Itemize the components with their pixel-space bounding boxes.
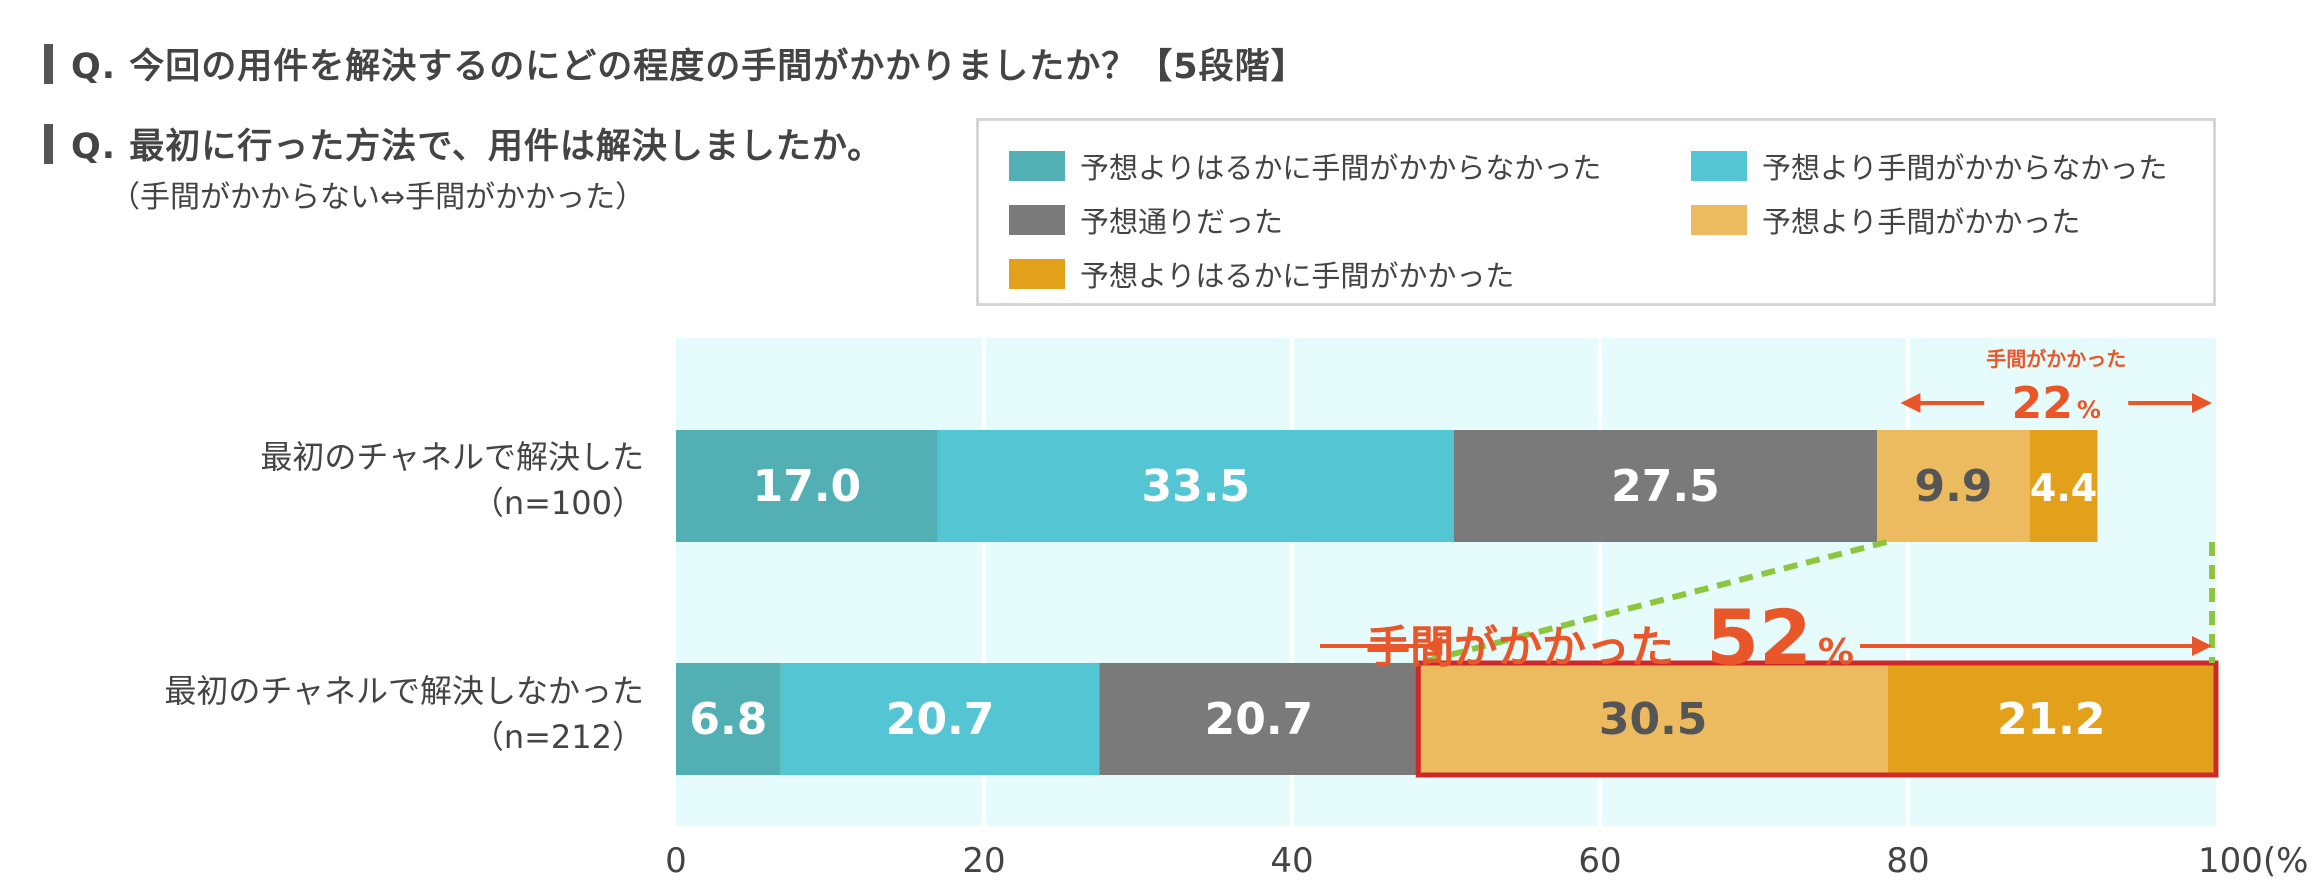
data-label: 20.7: [1205, 694, 1314, 745]
legend-label: 予想よりはるかに手間がかかった: [1080, 259, 1515, 293]
annotation-arrow-head: [1422, 636, 1443, 656]
bar-segment: [1418, 663, 1888, 775]
x-tick-label: 40: [1270, 841, 1313, 881]
question-marker: [44, 43, 53, 84]
bar-segment: [1099, 663, 1419, 775]
data-label: 17.0: [753, 461, 862, 512]
category-label-line: 最初のチャネルで解決しなかった: [164, 672, 644, 710]
bar-segment: [1877, 430, 2030, 542]
question-1-text: Q. 今回の用件を解決するのにどの程度の手間がかかりましたか？【5段階】: [71, 47, 1307, 87]
data-label: 27.5: [1611, 461, 1720, 512]
legend-swatch: [1009, 151, 1065, 181]
legend-label: 予想よりはるかに手間がかからなかった: [1080, 151, 1602, 185]
annotation-value: 52%: [1706, 593, 1854, 682]
legend-item: 予想より手間がかからなかった: [1691, 145, 2167, 187]
legend-swatch: [1009, 259, 1065, 289]
bar-segment: [780, 663, 1100, 775]
bar-segment: [1887, 663, 2215, 775]
annotation-value: 22%: [2012, 378, 2101, 429]
annotation-arrow-head: [1900, 393, 1921, 413]
x-tick-label: 100(%): [2198, 841, 2310, 881]
bar-segment: [2029, 430, 2098, 542]
data-label: 9.9: [1914, 461, 1992, 512]
x-tick-label: 80: [1886, 841, 1929, 881]
legend-swatch: [1691, 205, 1747, 235]
annotation-label: 手間がかかった: [1986, 347, 2126, 371]
legend-label: 予想より手間がかからなかった: [1762, 151, 2168, 185]
x-tick-label: 0: [665, 841, 687, 881]
question-marker: [44, 123, 53, 164]
legend-label: 予想より手間がかかった: [1762, 205, 2081, 239]
bar-segment: [937, 430, 1454, 542]
legend-item: 予想より手間がかかった: [1691, 199, 2080, 241]
legend-item: 予想よりはるかに手間がかからなかった: [1009, 145, 1601, 187]
category-label-line: （n=212）: [471, 718, 644, 757]
legend-swatch: [1009, 205, 1065, 235]
data-label: 30.5: [1599, 694, 1708, 745]
question-2-text: Q. 最初に行った方法で、用件は解決しましたか。: [71, 127, 884, 167]
category-label: 最初のチャネルで解決しなかった （n=212）: [164, 668, 644, 761]
bar-segment: [1453, 430, 1878, 542]
data-label: 6.8: [689, 694, 767, 745]
chart-legend: 予想よりはるかに手間がかからなかった 予想より手間がかからなかった 予想通りだっ…: [976, 118, 2216, 306]
connector-line: [1417, 539, 1888, 666]
x-tick-label: 60: [1578, 841, 1621, 881]
legend-item: 予想よりはるかに手間がかかった: [1009, 253, 1514, 295]
category-label-line: 最初のチャネルで解決した: [260, 438, 644, 476]
category-label: 最初のチャネルで解決した （n=100）: [260, 434, 644, 527]
x-tick-label: 20: [962, 841, 1005, 881]
annotation-arrow-head: [2192, 636, 2212, 656]
legend-label: 予想通りだった: [1080, 205, 1284, 239]
question-1: Q. 今回の用件を解決するのにどの程度の手間がかかりましたか？【5段階】: [44, 38, 1307, 89]
category-label-line: （n=100）: [471, 484, 644, 523]
data-label: 21.2: [1997, 694, 2106, 745]
question-2: Q. 最初に行った方法で、用件は解決しましたか。: [44, 118, 883, 169]
legend-item: 予想通りだった: [1009, 199, 1283, 241]
legend-swatch: [1691, 151, 1747, 181]
annotation-arrow-head: [2192, 393, 2212, 413]
question-2-subtitle: （手間がかからない⇔手間がかかった）: [110, 180, 646, 215]
data-label: 4.4: [2030, 466, 2097, 510]
bar-segment: [676, 430, 938, 542]
bar-segment: [676, 663, 781, 775]
data-label: 20.7: [886, 694, 995, 745]
highlight-box: [1415, 660, 2219, 778]
data-label: 33.5: [1141, 461, 1250, 512]
